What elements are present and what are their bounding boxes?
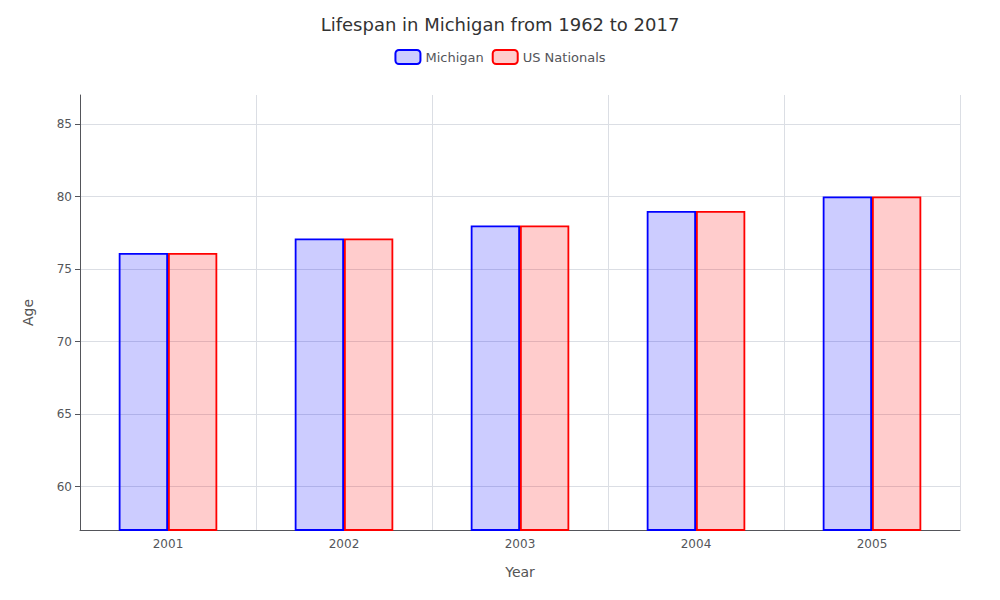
svg-text:Michigan: Michigan <box>425 50 483 65</box>
svg-text:75: 75 <box>57 262 72 276</box>
svg-text:60: 60 <box>57 480 72 494</box>
svg-text:US Nationals: US Nationals <box>523 50 606 65</box>
svg-text:2004: 2004 <box>681 537 712 551</box>
svg-text:2005: 2005 <box>857 537 888 551</box>
svg-text:2002: 2002 <box>329 537 360 551</box>
svg-text:Year: Year <box>504 564 535 580</box>
svg-text:Lifespan in Michigan from 1962: Lifespan in Michigan from 1962 to 2017 <box>321 14 680 35</box>
svg-text:65: 65 <box>57 407 72 421</box>
svg-text:85: 85 <box>57 117 72 131</box>
svg-text:2003: 2003 <box>505 537 536 551</box>
svg-text:70: 70 <box>57 335 72 349</box>
svg-text:2001: 2001 <box>153 537 184 551</box>
svg-text:Age: Age <box>20 299 36 326</box>
svg-text:80: 80 <box>57 190 72 204</box>
